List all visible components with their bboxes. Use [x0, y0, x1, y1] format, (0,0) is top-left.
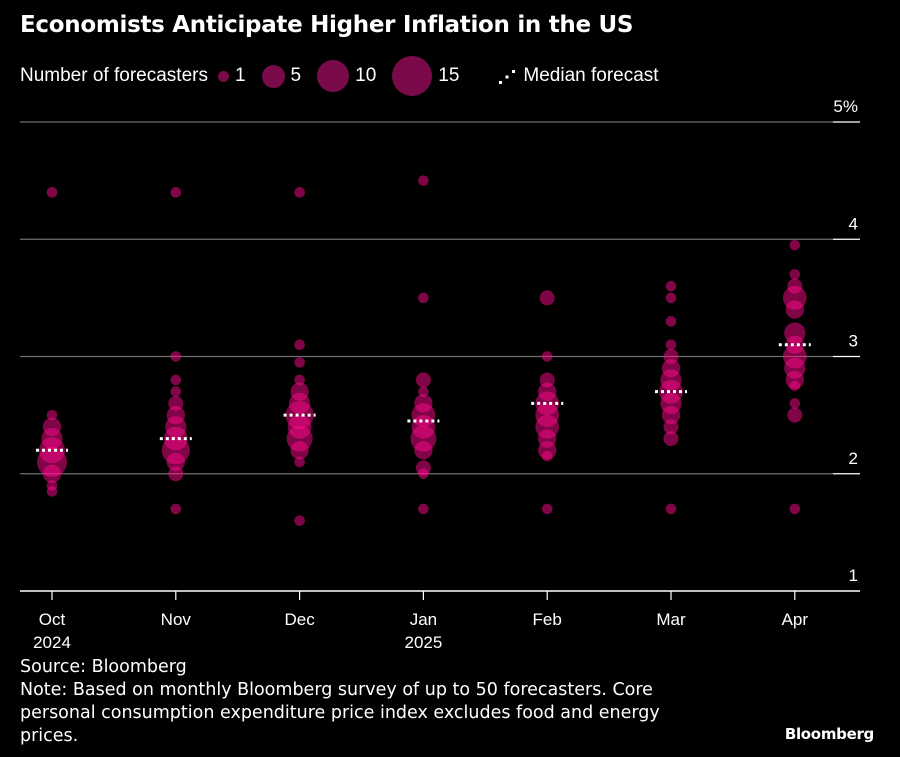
bubble [170, 374, 182, 386]
y-tick-label: 3 [849, 332, 858, 351]
bubble-column [659, 280, 683, 515]
bubble [415, 372, 431, 388]
bubble [663, 419, 679, 435]
gridlines: 5% 4 3 2 1 [20, 97, 860, 585]
bubble [294, 456, 305, 468]
y-tick-label: 4 [849, 214, 858, 233]
legend-size-5: 5 [290, 65, 302, 86]
legend-median-label: Median forecast [523, 65, 659, 86]
bubble [789, 269, 801, 280]
bubble [665, 316, 677, 327]
y-tick-label: 1 [849, 566, 858, 585]
bubble-column [161, 187, 190, 515]
bubble [294, 515, 305, 526]
bubble [168, 466, 184, 482]
bubble [290, 441, 309, 460]
legend: Number of forecasters 1 5 10 15 Median f… [20, 56, 659, 96]
legend-bubble-15 [392, 56, 433, 96]
bubble [418, 175, 429, 186]
bubble [170, 503, 182, 515]
bubble [46, 409, 58, 421]
bubble [294, 357, 305, 368]
bubble [665, 292, 677, 304]
source-note: Source: Bloomberg [20, 657, 187, 677]
bubble-column [410, 175, 437, 515]
bubble [166, 452, 185, 472]
bubble [294, 187, 305, 198]
bubble [418, 503, 429, 515]
bubble [418, 468, 429, 480]
legend-bubble-5 [261, 64, 285, 88]
bubble [170, 351, 182, 362]
bubble [170, 187, 182, 198]
legend-size-15: 15 [438, 65, 460, 86]
bubble [170, 386, 182, 397]
legend-size-label: Number of forecasters [20, 65, 208, 86]
x-axis: Oct 2024 Nov Dec Jan 2025 Feb Mar Apr [20, 590, 860, 652]
legend-size-10: 10 [355, 65, 377, 86]
median-markers [36, 343, 811, 452]
x-tick-label: Oct [39, 610, 66, 629]
x-tick-year-label: 2025 [404, 633, 442, 652]
bubble [294, 339, 305, 351]
bubbles [37, 175, 807, 526]
bubble [418, 386, 429, 397]
bubble [789, 503, 801, 515]
bubble [541, 450, 553, 462]
bubble [665, 280, 677, 292]
bubble-column [285, 187, 314, 526]
legend-bubble-1 [217, 70, 229, 82]
legend-bubble-10 [317, 60, 350, 92]
bubble-column [37, 187, 67, 497]
x-tick-year-label: 2024 [33, 633, 71, 652]
y-tick-label: 5% [833, 97, 858, 116]
bubble [665, 339, 677, 351]
bubble-column [535, 290, 560, 515]
x-tick-label: Apr [782, 610, 809, 629]
bloomberg-logo: Bloomberg [784, 725, 874, 743]
bubble [789, 398, 801, 409]
bubble [539, 290, 555, 306]
median-dotted-line-icon [499, 70, 516, 84]
bubble [541, 503, 553, 515]
x-tick-label: Mar [656, 610, 686, 629]
footer: Source: Bloomberg Note: Based on monthly… [20, 656, 720, 748]
bubble [42, 464, 62, 483]
x-tick-label: Jan [410, 610, 437, 629]
legend-size-1: 1 [234, 65, 246, 86]
bubble [789, 380, 801, 392]
bubble [418, 292, 429, 304]
bubble [789, 239, 801, 251]
x-tick-label: Dec [284, 610, 315, 629]
bubble-chart: 5% 4 3 2 1 Oct 2024 Nov Dec Jan 2025 Feb Mar Apr [20, 97, 860, 652]
bubble [661, 405, 681, 425]
y-tick-label: 2 [849, 449, 858, 468]
bubble-column [782, 239, 807, 515]
bubble [414, 441, 433, 460]
bubble [294, 374, 305, 386]
chart-title: Economists Anticipate Higher Inflation i… [20, 12, 634, 38]
bubble [785, 300, 804, 319]
bubble [663, 431, 679, 447]
x-tick-label: Nov [161, 610, 192, 629]
bubble [46, 486, 58, 497]
bubble [541, 351, 553, 362]
bubble [46, 187, 58, 198]
bubble [665, 503, 677, 515]
bubble [787, 407, 803, 423]
methodology-note: Note: Based on monthly Bloomberg survey … [20, 680, 660, 746]
x-tick-label: Feb [533, 610, 562, 629]
